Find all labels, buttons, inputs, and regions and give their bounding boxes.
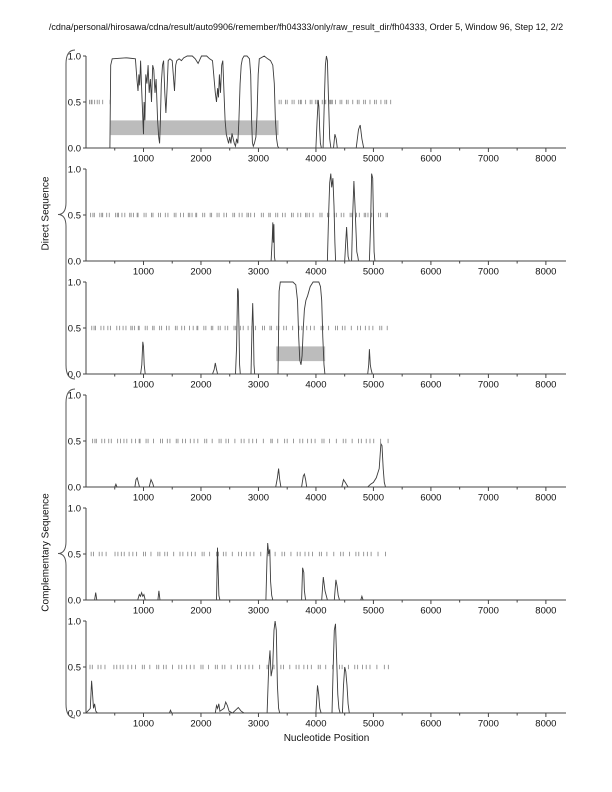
x-tick-label: 6000 — [420, 606, 441, 617]
x-tick-label: 5000 — [363, 267, 384, 278]
x-tick-label: 6000 — [420, 719, 441, 730]
x-tick-label: 4000 — [305, 380, 326, 391]
x-tick-label: 7000 — [478, 606, 499, 617]
y-tick-label: 0.5 — [68, 323, 81, 334]
x-tick-label: 2000 — [190, 719, 211, 730]
x-tick-label: 2000 — [190, 267, 211, 278]
x-tick-label: 8000 — [535, 606, 556, 617]
x-tick-label: 6000 — [420, 154, 441, 165]
panel-axes — [83, 507, 566, 604]
panel-axes — [83, 55, 566, 152]
half-level-marks — [91, 325, 388, 331]
x-tick-label: 1000 — [133, 154, 154, 165]
y-tick-label: 0.0 — [68, 595, 81, 606]
x-tick-label: 2000 — [190, 606, 211, 617]
y-tick-label: 1.0 — [68, 503, 81, 514]
x-tick-label: 8000 — [535, 493, 556, 504]
panel-direct-2: 0.0 0.5 1.0 1000 2000 3000 4000 5000 6000 7000 800… — [68, 164, 566, 278]
x-tick-label: 2000 — [190, 493, 211, 504]
x-tick-label: 3000 — [248, 267, 269, 278]
figure-title: /cdna/personal/hirosawa/cdna/result/auto… — [48, 22, 564, 32]
y-tick-label: 1.0 — [68, 51, 81, 62]
x-tick-label: 3000 — [248, 380, 269, 391]
x-tick-label: 3000 — [248, 606, 269, 617]
x-tick-label: 8000 — [535, 380, 556, 391]
probability-curve — [86, 281, 566, 375]
coding-region-bar — [110, 120, 279, 136]
y-tick-label: 0.5 — [68, 97, 81, 108]
panel-complementary-3: 0.0 0.5 1.0 1000 2000 3000 4000 5000 6000 7000 800… — [68, 616, 566, 730]
panel-direct-3: 0.0 0.5 1.0 1000 2000 3000 4000 5000 6000 7000 800… — [68, 277, 566, 391]
x-tick-label: 5000 — [363, 719, 384, 730]
y-tick-label: 0.0 — [68, 708, 81, 719]
y-tick-label: 0.5 — [68, 210, 81, 221]
x-tick-label: 1000 — [133, 606, 154, 617]
x-tick-label: 7000 — [478, 493, 499, 504]
x-tick-label: 5000 — [363, 606, 384, 617]
probability-curve — [86, 542, 566, 601]
x-tick-label: 8000 — [535, 154, 556, 165]
half-level-marks — [88, 99, 392, 105]
x-tick-label: 5000 — [363, 380, 384, 391]
complementary-group-brace — [57, 388, 76, 719]
y-tick-label: 1.0 — [68, 390, 81, 401]
y-tick-label: 0.0 — [68, 256, 81, 267]
half-level-marks — [90, 551, 386, 557]
panel-complementary-1: 0.0 0.5 1.0 1000 2000 3000 4000 5000 6000 7000 800… — [68, 390, 566, 504]
y-tick-label: 1.0 — [68, 616, 81, 627]
panel-complementary-2: 0.0 0.5 1.0 1000 2000 3000 4000 5000 6000 7000 800… — [68, 503, 566, 617]
probability-curve — [85, 620, 566, 714]
y-tick-label: 0.0 — [68, 143, 81, 154]
panel-axes — [83, 281, 566, 378]
x-tick-label: 5000 — [363, 493, 384, 504]
panel-axes — [83, 394, 566, 491]
x-tick-label: 7000 — [478, 380, 499, 391]
half-level-marks — [90, 212, 388, 218]
y-tick-label: 0.0 — [68, 482, 81, 493]
x-tick-label: 3000 — [248, 493, 269, 504]
panel-axes — [83, 168, 566, 265]
x-tick-label: 8000 — [535, 267, 556, 278]
y-tick-label: 0.5 — [68, 436, 81, 447]
panel-direct-1: 0.0 0.5 1.0 1000 2000 3000 4000 5000 6000 7000 800… — [68, 51, 566, 165]
x-tick-label: 1000 — [133, 493, 154, 504]
x-tick-label: 3000 — [248, 719, 269, 730]
x-tick-label: 4000 — [305, 606, 326, 617]
probability-curve — [86, 442, 566, 488]
x-tick-label: 7000 — [478, 267, 499, 278]
x-tick-label: 6000 — [420, 493, 441, 504]
coding-region-bar — [276, 346, 326, 362]
x-tick-label: 6000 — [420, 380, 441, 391]
panel-axes — [83, 620, 566, 717]
x-tick-label: 5000 — [363, 154, 384, 165]
x-tick-label: 4000 — [305, 154, 326, 165]
y-tick-label: 0.5 — [68, 662, 81, 673]
x-tick-label: 1000 — [133, 267, 154, 278]
x-tick-label: 8000 — [535, 719, 556, 730]
x-axis-label: Nucleotide Position — [283, 733, 370, 744]
x-tick-label: 7000 — [478, 719, 499, 730]
x-tick-label: 1000 — [133, 719, 154, 730]
x-tick-label: 6000 — [420, 267, 441, 278]
probability-curve — [86, 55, 566, 149]
direct-group-brace — [57, 49, 76, 380]
x-tick-label: 1000 — [133, 380, 154, 391]
x-tick-label: 4000 — [305, 493, 326, 504]
x-tick-label: 7000 — [478, 154, 499, 165]
y-tick-label: 0.5 — [68, 549, 81, 560]
x-tick-label: 3000 — [248, 154, 269, 165]
x-tick-label: 4000 — [305, 267, 326, 278]
half-level-marks — [92, 438, 389, 444]
x-tick-label: 2000 — [190, 154, 211, 165]
half-level-marks — [89, 664, 389, 670]
x-tick-label: 2000 — [190, 380, 211, 391]
y-tick-label: 1.0 — [68, 164, 81, 175]
x-tick-label: 4000 — [305, 719, 326, 730]
y-tick-label: 0.0 — [68, 369, 81, 380]
y-tick-label: 1.0 — [68, 277, 81, 288]
probability-curve — [86, 173, 566, 262]
